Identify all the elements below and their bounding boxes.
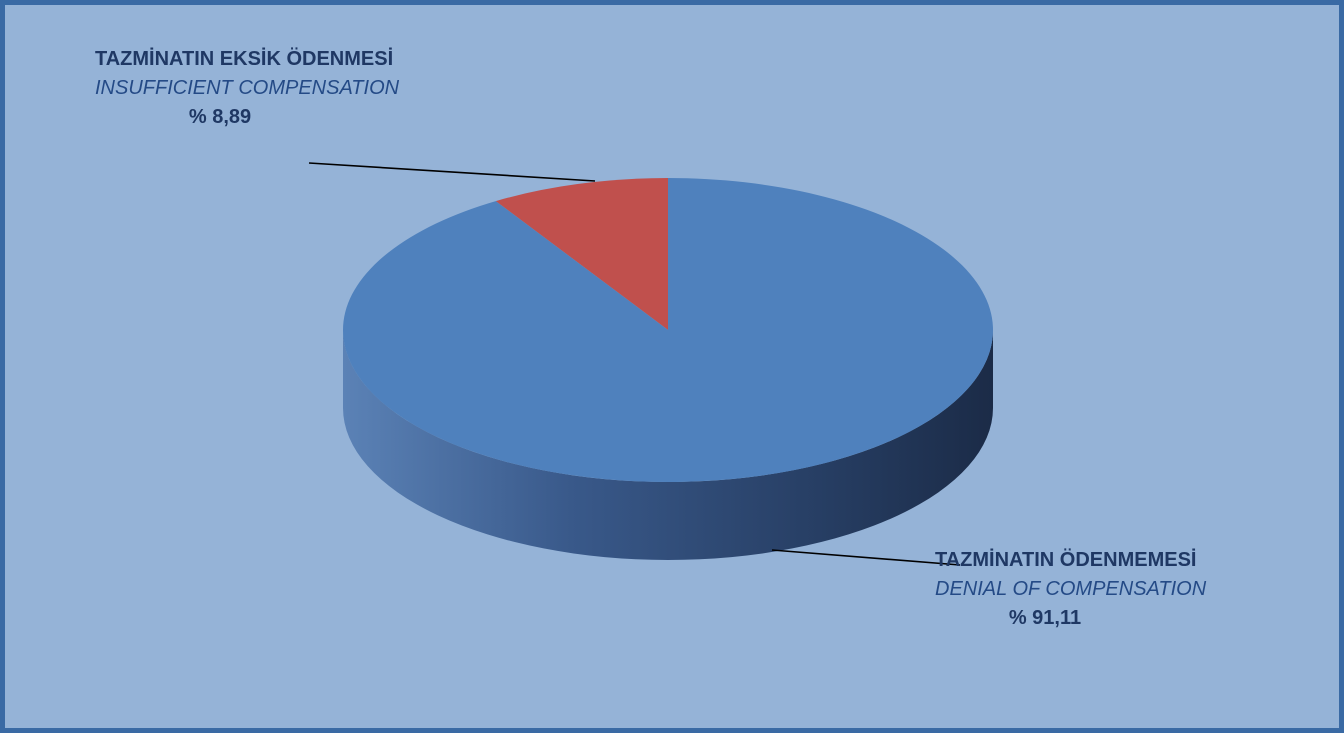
slice-label-en: DENIAL OF COMPENSATION [935, 578, 1207, 600]
slice-label-tr: TAZMİNATIN EKSİK ÖDENMESİ [95, 48, 394, 70]
leader-line-denial [771, 549, 961, 566]
pie-slice-denial [343, 178, 993, 482]
slice-label-insufficient: TAZMİNATIN EKSİK ÖDENMESİ INSUFFICIENT C… [95, 45, 400, 132]
pie-side-wall [343, 330, 993, 560]
slice-value-label: % 8,89 [188, 106, 252, 128]
slice-label-denial: TAZMİNATIN ÖDENMEMESİ DENIAL OF COMPENSA… [935, 546, 1207, 633]
slice-label-tr: TAZMİNATIN ÖDENMEMESİ [935, 549, 1197, 571]
leader-line-insufficient [308, 162, 596, 182]
pie-chart [308, 162, 993, 566]
slice-value-label: % 91,11 [1008, 607, 1082, 629]
pie-slice-insufficient [495, 178, 668, 330]
slice-label-en: INSUFFICIENT COMPENSATION [95, 77, 400, 99]
